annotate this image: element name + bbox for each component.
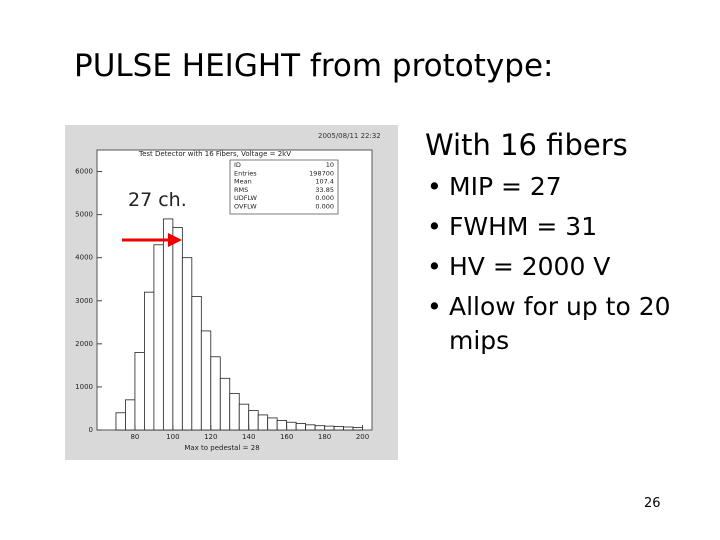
- histogram-bar: [162, 218, 174, 431]
- histogram-bar: [286, 421, 297, 431]
- histogram-bar: [134, 352, 145, 431]
- histogram-bar: [305, 424, 316, 431]
- histogram-bar: [153, 244, 164, 431]
- x-tick-label: 80: [130, 433, 139, 441]
- histogram-bar: [257, 414, 269, 431]
- histogram-bar: [200, 330, 212, 431]
- x-tick-label: 180: [318, 433, 331, 441]
- plot-title: Test Detector with 16 Fibers, Voltage = …: [138, 150, 291, 158]
- y-tick-label: 2000: [75, 340, 93, 348]
- stats-label: RMS: [234, 186, 248, 194]
- histogram-bar: [115, 412, 126, 431]
- stats-label: Mean: [234, 178, 252, 186]
- subtitle: With 16 fibers: [425, 128, 628, 162]
- y-tick-label: 1000: [75, 383, 93, 391]
- histogram-bar: [144, 291, 155, 431]
- y-tick-label: 5000: [75, 211, 93, 219]
- y-tick-label: 6000: [75, 168, 93, 176]
- arrow-head: [168, 233, 182, 247]
- histogram-bar: [314, 425, 325, 431]
- bullet-item: HV = 2000 V: [425, 250, 675, 284]
- histogram-bar: [333, 426, 344, 431]
- histogram-bar: [125, 399, 136, 431]
- histogram-bar: [343, 426, 354, 431]
- stats-box: [229, 159, 339, 215]
- stats-value: 107.4: [315, 178, 334, 186]
- histogram-bar: [248, 410, 259, 431]
- bullet-list: MIP = 27 FWHM = 31 HV = 2000 V Allow for up…: [425, 170, 675, 364]
- stats-value: 10: [326, 161, 334, 169]
- stats-value: 33.85: [315, 186, 334, 194]
- annotation: 27 ch.: [128, 189, 187, 211]
- histogram-bar: [181, 257, 193, 431]
- stats-label: ID: [234, 161, 241, 169]
- bullet-item: Allow for up to 20 mips: [425, 290, 675, 358]
- bullet-item: FWHM = 31: [425, 210, 675, 244]
- histogram-bar: [210, 356, 221, 431]
- y-tick-label: 4000: [75, 254, 93, 262]
- page-number: 26: [644, 496, 661, 511]
- histogram-bar: [276, 420, 288, 431]
- slide-title: PULSE HEIGHT from prototype:: [74, 48, 554, 84]
- x-tick-label: 200: [356, 433, 369, 441]
- stats-value: 0.000: [315, 203, 334, 211]
- x-tick-label: 160: [280, 433, 293, 441]
- histogram-bar: [238, 403, 250, 431]
- y-tick-label: 3000: [75, 297, 93, 305]
- x-axis-label: Max to pedestal = 28: [184, 444, 259, 452]
- histogram-bar: [219, 377, 231, 431]
- stats-label: OVFLW: [234, 203, 257, 211]
- x-tick-label: 120: [204, 433, 217, 441]
- bullet-item: MIP = 27: [425, 170, 675, 204]
- stats-label: UDFLW: [234, 194, 258, 202]
- histogram-bar: [229, 392, 240, 431]
- histogram-bar: [324, 425, 335, 431]
- histogram-bar: [295, 423, 307, 431]
- histogram-bar: [352, 427, 363, 431]
- histogram-plot: 2005/08/11 22:32 Test Detector with 16 F…: [65, 125, 398, 460]
- histogram-bar: [267, 417, 278, 431]
- x-tick-label: 140: [242, 433, 255, 441]
- stats-value: 198700: [309, 169, 334, 177]
- annotation-box: [122, 183, 204, 213]
- y-tick-label: 0: [89, 426, 93, 434]
- plot-timestamp: 2005/08/11 22:32: [318, 132, 381, 140]
- histogram-bar: [191, 296, 202, 431]
- stats-value: 0.000: [315, 194, 334, 202]
- histogram-bar: [172, 227, 183, 431]
- x-tick-label: 100: [166, 433, 179, 441]
- stats-label: Entries: [234, 169, 257, 177]
